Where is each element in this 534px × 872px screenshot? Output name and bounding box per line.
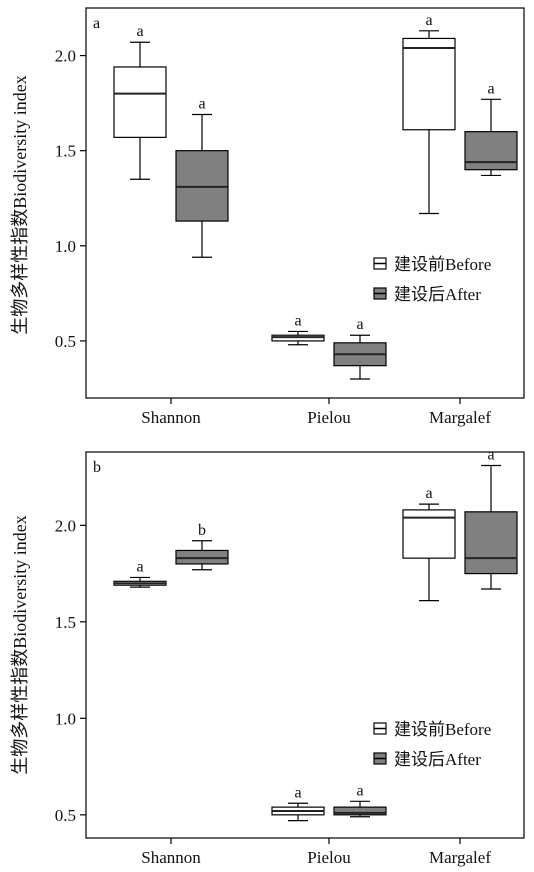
significance-label: a (356, 782, 363, 799)
box-margalef-before: a (402, 12, 456, 215)
significance-label: b (198, 522, 206, 539)
y-tick-label: 2.0 (55, 516, 76, 535)
chart-panel-a: a 0.5 1.0 1.5 2.0 生物多样性指数Biodiversity index Sh… (10, 7, 525, 427)
box-body (113, 66, 167, 138)
category-label: Shannon (141, 408, 201, 427)
significance-label: a (198, 96, 205, 113)
legend-item-after: 建设后After (373, 285, 481, 304)
significance-label: a (487, 80, 494, 97)
significance-label: a (425, 485, 432, 502)
box-margalef-after: a (464, 80, 518, 177)
significance-label: a (487, 447, 494, 464)
legend-item-before: 建设前Before (373, 255, 491, 274)
box-body (333, 806, 387, 816)
plot-frame (85, 451, 525, 839)
box-shannon-after: b (175, 522, 229, 571)
box-shannon-after: a (175, 96, 229, 258)
box-pielou-after: a (333, 782, 387, 818)
panel-label: a (93, 15, 100, 32)
significance-label: a (425, 12, 432, 29)
box-pielou-after: a (333, 316, 387, 380)
box-margalef-before: a (402, 485, 456, 602)
chart-panel-b: b 0.5 1.0 1.5 2.0 生物多样性指数Biodiversity index Sh… (10, 447, 525, 867)
significance-label: a (356, 316, 363, 333)
box-shannon-before: a (113, 23, 167, 180)
category-label: Margalef (429, 408, 491, 427)
category-label: Margalef (429, 848, 491, 867)
legend-item-before: 建设前Before (373, 720, 491, 739)
y-tick-label: 1.5 (55, 142, 76, 161)
y-tick-label: 1.0 (55, 237, 76, 256)
significance-label: a (294, 312, 301, 329)
y-tick-label: 1.0 (55, 709, 76, 728)
box-pielou-before: a (271, 312, 325, 346)
category-label: Pielou (307, 848, 351, 867)
legend-label: 建设前Before (394, 720, 491, 739)
box-body (402, 37, 456, 131)
y-tick-label: 2.0 (55, 47, 76, 66)
y-axis-label: 生物多样性指数Biodiversity index (10, 75, 30, 335)
box-pielou-before: a (271, 784, 325, 822)
legend-label: 建设前Before (394, 255, 491, 274)
box-margalef-after: a (464, 447, 518, 590)
significance-label: a (136, 23, 143, 40)
box-body (464, 131, 518, 171)
legend-item-after: 建设后After (373, 750, 481, 769)
y-tick-label: 1.5 (55, 613, 76, 632)
y-tick-label: 0.5 (55, 332, 76, 351)
y-axis-label: 生物多样性指数Biodiversity index (10, 515, 30, 775)
plot-frame (85, 7, 525, 399)
legend-label: 建设后After (394, 285, 481, 304)
y-tick-label: 0.5 (55, 806, 76, 825)
panel-label: b (93, 459, 101, 476)
category-label: Pielou (307, 408, 351, 427)
significance-label: a (136, 558, 143, 575)
legend-label: 建设后After (394, 750, 481, 769)
box-shannon-before: a (113, 558, 167, 588)
box-body (464, 511, 518, 575)
category-label: Shannon (141, 848, 201, 867)
significance-label: a (294, 784, 301, 801)
